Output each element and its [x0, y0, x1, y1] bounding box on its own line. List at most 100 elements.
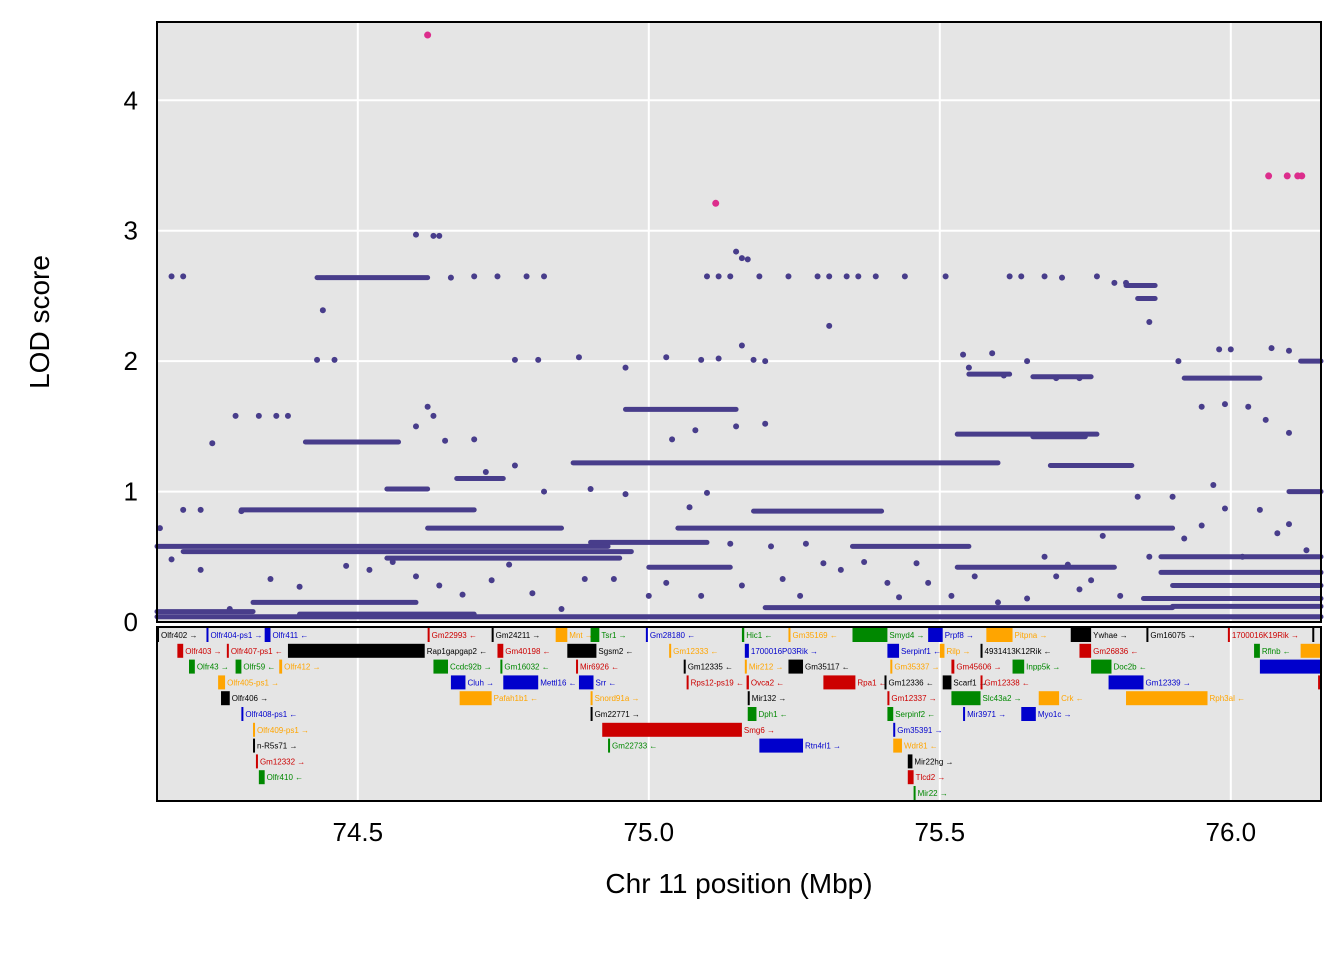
- gene-label: Gm22771 →: [595, 710, 640, 719]
- gene-label: Tlcd2 →: [916, 773, 946, 782]
- marker-point: [622, 491, 629, 498]
- marker-point: [535, 356, 542, 363]
- gene-body: [459, 691, 492, 706]
- marker-point: [168, 556, 175, 563]
- gene-body: [1146, 628, 1149, 642]
- marker-point: [610, 575, 617, 582]
- marker-point: [581, 575, 588, 582]
- marker-point: [1169, 493, 1176, 500]
- marker-point: [1274, 530, 1281, 537]
- gene-body: [669, 643, 672, 658]
- gene-body: [576, 659, 579, 674]
- marker-point: [1181, 535, 1188, 542]
- marker-point: [511, 356, 518, 363]
- marker-point: [168, 273, 175, 280]
- gene-label: Gm12337 →: [891, 694, 936, 703]
- y-axis-title: LOD score: [24, 255, 55, 389]
- marker-point: [913, 560, 920, 567]
- gene-label: Mettl16 ←: [540, 678, 576, 687]
- peak-marker: [712, 199, 720, 207]
- gene-body: [608, 738, 611, 753]
- gene-body: [503, 675, 539, 690]
- gene-label: Ovca2 ←: [751, 678, 784, 687]
- gene-body: [235, 659, 242, 674]
- x-tick-label: 76.0: [1205, 817, 1256, 847]
- marker-point: [814, 273, 821, 280]
- gene-label: Mir3971 →: [967, 710, 1006, 719]
- gene-label: Gm35169 ←: [792, 631, 837, 640]
- gene-body: [555, 628, 568, 642]
- gene-label: 1700016K19Rik →: [1232, 631, 1299, 640]
- marker-point: [541, 273, 548, 280]
- gene-label: Olfr409-ps1 →: [257, 726, 309, 735]
- marker-point: [319, 307, 326, 314]
- x-tick-label: 75.5: [914, 817, 965, 847]
- x-tick-labels: 74.5 75.0 75.5 76.0: [332, 817, 1256, 847]
- gene-body: [491, 628, 494, 642]
- marker-point: [232, 412, 239, 419]
- marker-point: [703, 489, 710, 496]
- gene-body: [258, 770, 265, 785]
- marker-point: [1000, 372, 1007, 379]
- gene-body: [788, 659, 804, 674]
- gene-label: Gm35117 ←: [805, 663, 850, 672]
- gene-body: [890, 659, 893, 674]
- marker-point: [948, 592, 955, 599]
- gene-body: [578, 675, 594, 690]
- marker-point: [447, 274, 454, 281]
- gene-label: Gm22993 ←: [432, 631, 477, 640]
- gene-body: [928, 628, 943, 642]
- gene-label: Gm12333 ←: [673, 647, 718, 656]
- gene-body: [241, 707, 244, 721]
- marker-point: [180, 506, 187, 513]
- marker-point: [965, 364, 972, 371]
- gene-body: [433, 659, 448, 674]
- gene-label: Scarf1 →: [953, 678, 986, 687]
- gene-label: Cluh →: [467, 678, 494, 687]
- marker-point: [762, 420, 769, 427]
- gene-label: Crk ←: [1061, 694, 1084, 703]
- gene-label: Ywhae →: [1093, 631, 1128, 640]
- marker-point: [436, 232, 443, 239]
- marker-point: [645, 592, 652, 599]
- marker-point: [1198, 522, 1205, 529]
- gene-body: [759, 738, 804, 753]
- marker-point: [727, 540, 734, 547]
- marker-point: [861, 559, 868, 565]
- gene-body: [500, 659, 503, 674]
- marker-point: [698, 592, 705, 599]
- gene-body: [590, 707, 593, 721]
- gene-label: Gm35391 →: [897, 726, 942, 735]
- gene-body: [907, 770, 914, 785]
- marker-point: [826, 322, 833, 329]
- y-tick-label: 4: [124, 85, 138, 115]
- marker-point: [901, 273, 908, 280]
- marker-point: [1088, 577, 1095, 584]
- marker-point: [1262, 416, 1269, 423]
- marker-point: [1064, 561, 1071, 568]
- peak-marker: [424, 31, 432, 39]
- gene-body: [747, 707, 757, 721]
- gene-label: Rph3al ←: [1210, 694, 1246, 703]
- gene-label: Dph1 ←: [758, 710, 787, 719]
- gene-label: Smg6 →: [744, 726, 775, 735]
- marker-point: [430, 412, 437, 419]
- gene-label: Inpp5k →: [1026, 663, 1060, 672]
- marker-point: [1216, 346, 1223, 353]
- gene-label: 1700016P03Rik →: [751, 647, 818, 656]
- gene-body: [218, 675, 226, 690]
- gene-body: [590, 628, 600, 642]
- gene-label: Olfr405-ps1 →: [227, 678, 279, 687]
- marker-point: [529, 590, 536, 597]
- marker-point: [622, 364, 629, 371]
- gene-label: Serpinf1 ←: [901, 647, 941, 656]
- marker-point: [837, 566, 844, 573]
- gene-label: Gm16075 →: [1150, 631, 1195, 640]
- gene-body: [963, 707, 966, 721]
- marker-point: [669, 436, 676, 443]
- gene-body: [253, 738, 256, 753]
- gene-body: [939, 643, 945, 658]
- marker-point: [587, 485, 594, 492]
- marker-point: [1053, 375, 1060, 382]
- marker-point: [1175, 358, 1182, 365]
